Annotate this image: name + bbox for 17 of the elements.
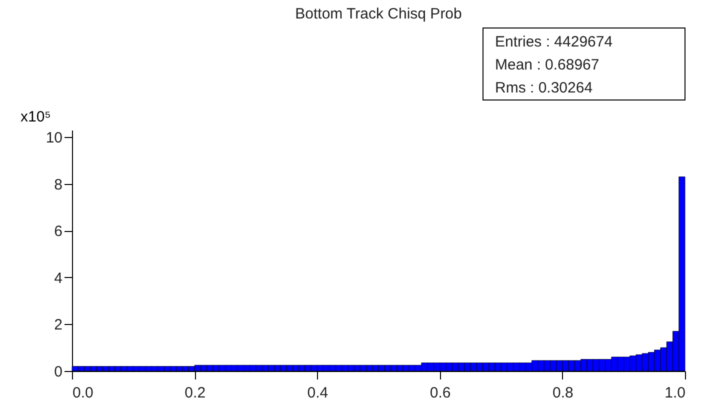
x-tick-label: 0.0 <box>72 384 94 402</box>
x-tick-label: 0.6 <box>430 384 451 402</box>
y-axis-title: x10⁵ <box>20 108 51 126</box>
y-tick-label: 0 <box>54 364 62 380</box>
y-tick-label: 2 <box>54 316 62 334</box>
x-tick-label: 0.2 <box>184 384 206 402</box>
y-tick-label: 4 <box>54 270 62 287</box>
y-tick-label: 8 <box>54 176 62 194</box>
chart-title: Bottom Track Chisq Prob <box>295 6 462 22</box>
text: Mean : 0.68967 <box>495 56 600 74</box>
text: Rms : 0.30264 <box>495 80 593 96</box>
x-tick-label: 1.0 <box>664 384 686 402</box>
y-tick-label: 6 <box>54 223 62 240</box>
x-tick-label: 0.4 <box>307 384 328 402</box>
y-tick-label: 10 <box>46 130 62 147</box>
text: Entries : 4429674 <box>495 34 613 50</box>
x-tick-label: 0.8 <box>552 384 574 402</box>
